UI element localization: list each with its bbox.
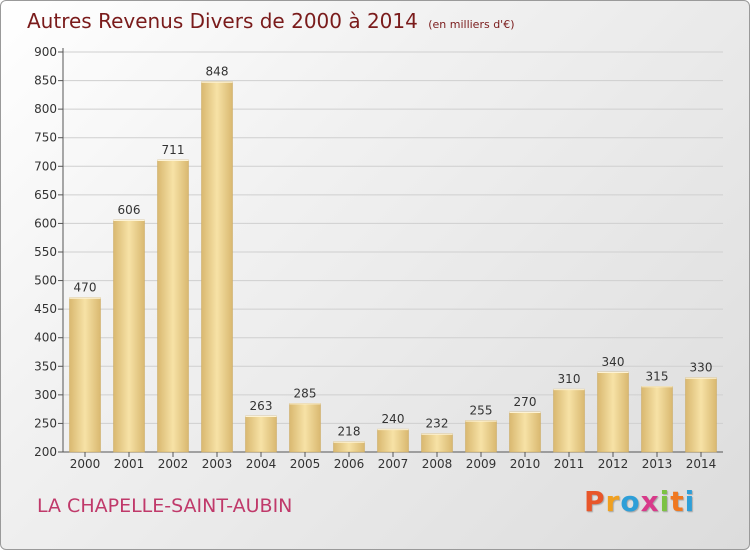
x-tick-label: 2012 bbox=[598, 457, 629, 471]
chart-title-text: Autres Revenus Divers de 2000 à 2014 bbox=[27, 9, 418, 33]
bar bbox=[113, 219, 145, 453]
y-tick-label: 600 bbox=[34, 216, 57, 230]
bar bbox=[641, 386, 673, 453]
x-tick-label: 2009 bbox=[466, 457, 497, 471]
logo-letter: x bbox=[640, 485, 660, 518]
place-name: LA CHAPELLE-SAINT-AUBIN bbox=[37, 495, 293, 517]
bar bbox=[509, 411, 541, 453]
y-tick-label: 900 bbox=[34, 45, 57, 59]
logo-letter: i bbox=[684, 485, 696, 518]
bar bbox=[465, 420, 497, 453]
bar bbox=[421, 433, 453, 453]
bar bbox=[245, 415, 277, 453]
x-tick-label: 2005 bbox=[290, 457, 321, 471]
data-label: 263 bbox=[250, 399, 273, 413]
logo-letter: t bbox=[670, 485, 685, 518]
data-label: 255 bbox=[470, 404, 493, 418]
data-label: 310 bbox=[558, 372, 581, 386]
bar bbox=[201, 81, 233, 453]
bar bbox=[553, 388, 585, 453]
y-tick-label: 200 bbox=[34, 445, 57, 459]
data-label: 240 bbox=[382, 412, 405, 426]
data-label: 340 bbox=[602, 355, 625, 369]
logo-letter: P bbox=[584, 485, 606, 518]
x-tick-label: 2003 bbox=[202, 457, 233, 471]
logo-letter: r bbox=[605, 485, 621, 518]
proxiti-logo[interactable]: Proxiti bbox=[584, 485, 695, 518]
data-label: 330 bbox=[690, 361, 713, 375]
x-tick-label: 2010 bbox=[510, 457, 541, 471]
bar bbox=[685, 377, 717, 453]
data-label: 711 bbox=[162, 143, 185, 157]
logo-letter: i bbox=[659, 485, 671, 518]
y-tick-label: 550 bbox=[34, 245, 57, 259]
y-tick-label: 350 bbox=[34, 359, 57, 373]
bar bbox=[69, 297, 101, 453]
x-tick-label: 2001 bbox=[114, 457, 145, 471]
data-label: 285 bbox=[294, 386, 317, 400]
bar bbox=[289, 403, 321, 453]
x-tick-label: 2007 bbox=[378, 457, 409, 471]
y-tick-label: 650 bbox=[34, 188, 57, 202]
chart-title: Autres Revenus Divers de 2000 à 2014 (en… bbox=[27, 9, 515, 33]
bar bbox=[157, 159, 189, 453]
x-tick-label: 2000 bbox=[70, 457, 101, 471]
x-tick-label: 2006 bbox=[334, 457, 365, 471]
y-tick-label: 850 bbox=[34, 74, 57, 88]
chart-unit: (en milliers d'€) bbox=[428, 18, 515, 31]
data-label: 218 bbox=[338, 425, 361, 439]
x-tick-label: 2013 bbox=[642, 457, 673, 471]
y-tick-label: 750 bbox=[34, 131, 57, 145]
y-tick-label: 700 bbox=[34, 159, 57, 173]
x-tick-label: 2011 bbox=[554, 457, 585, 471]
data-label: 232 bbox=[426, 417, 449, 431]
data-label: 848 bbox=[206, 65, 229, 79]
x-tick-label: 2008 bbox=[422, 457, 453, 471]
logo-letter: o bbox=[620, 485, 641, 518]
y-tick-label: 250 bbox=[34, 416, 57, 430]
y-tick-label: 300 bbox=[34, 388, 57, 402]
y-tick-label: 500 bbox=[34, 274, 57, 288]
x-tick-label: 2004 bbox=[246, 457, 277, 471]
x-tick-label: 2014 bbox=[686, 457, 717, 471]
data-label: 606 bbox=[118, 203, 141, 217]
y-tick-label: 450 bbox=[34, 302, 57, 316]
data-label: 270 bbox=[514, 395, 537, 409]
x-tick-label: 2002 bbox=[158, 457, 189, 471]
bar bbox=[597, 371, 629, 453]
data-label: 470 bbox=[74, 281, 97, 295]
y-tick-label: 400 bbox=[34, 331, 57, 345]
bar bbox=[377, 428, 409, 453]
data-label: 315 bbox=[646, 369, 669, 383]
bar bbox=[333, 441, 365, 453]
y-tick-label: 800 bbox=[34, 102, 57, 116]
